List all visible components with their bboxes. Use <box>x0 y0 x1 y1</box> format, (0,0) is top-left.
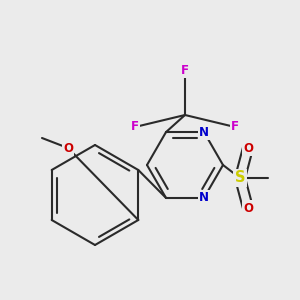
Text: F: F <box>231 121 239 134</box>
Text: F: F <box>181 64 189 76</box>
Text: F: F <box>131 121 139 134</box>
Text: O: O <box>63 142 73 154</box>
Text: N: N <box>199 191 209 204</box>
Text: O: O <box>243 202 253 214</box>
Text: O: O <box>243 142 253 154</box>
Text: S: S <box>235 170 245 185</box>
Text: N: N <box>199 126 209 139</box>
